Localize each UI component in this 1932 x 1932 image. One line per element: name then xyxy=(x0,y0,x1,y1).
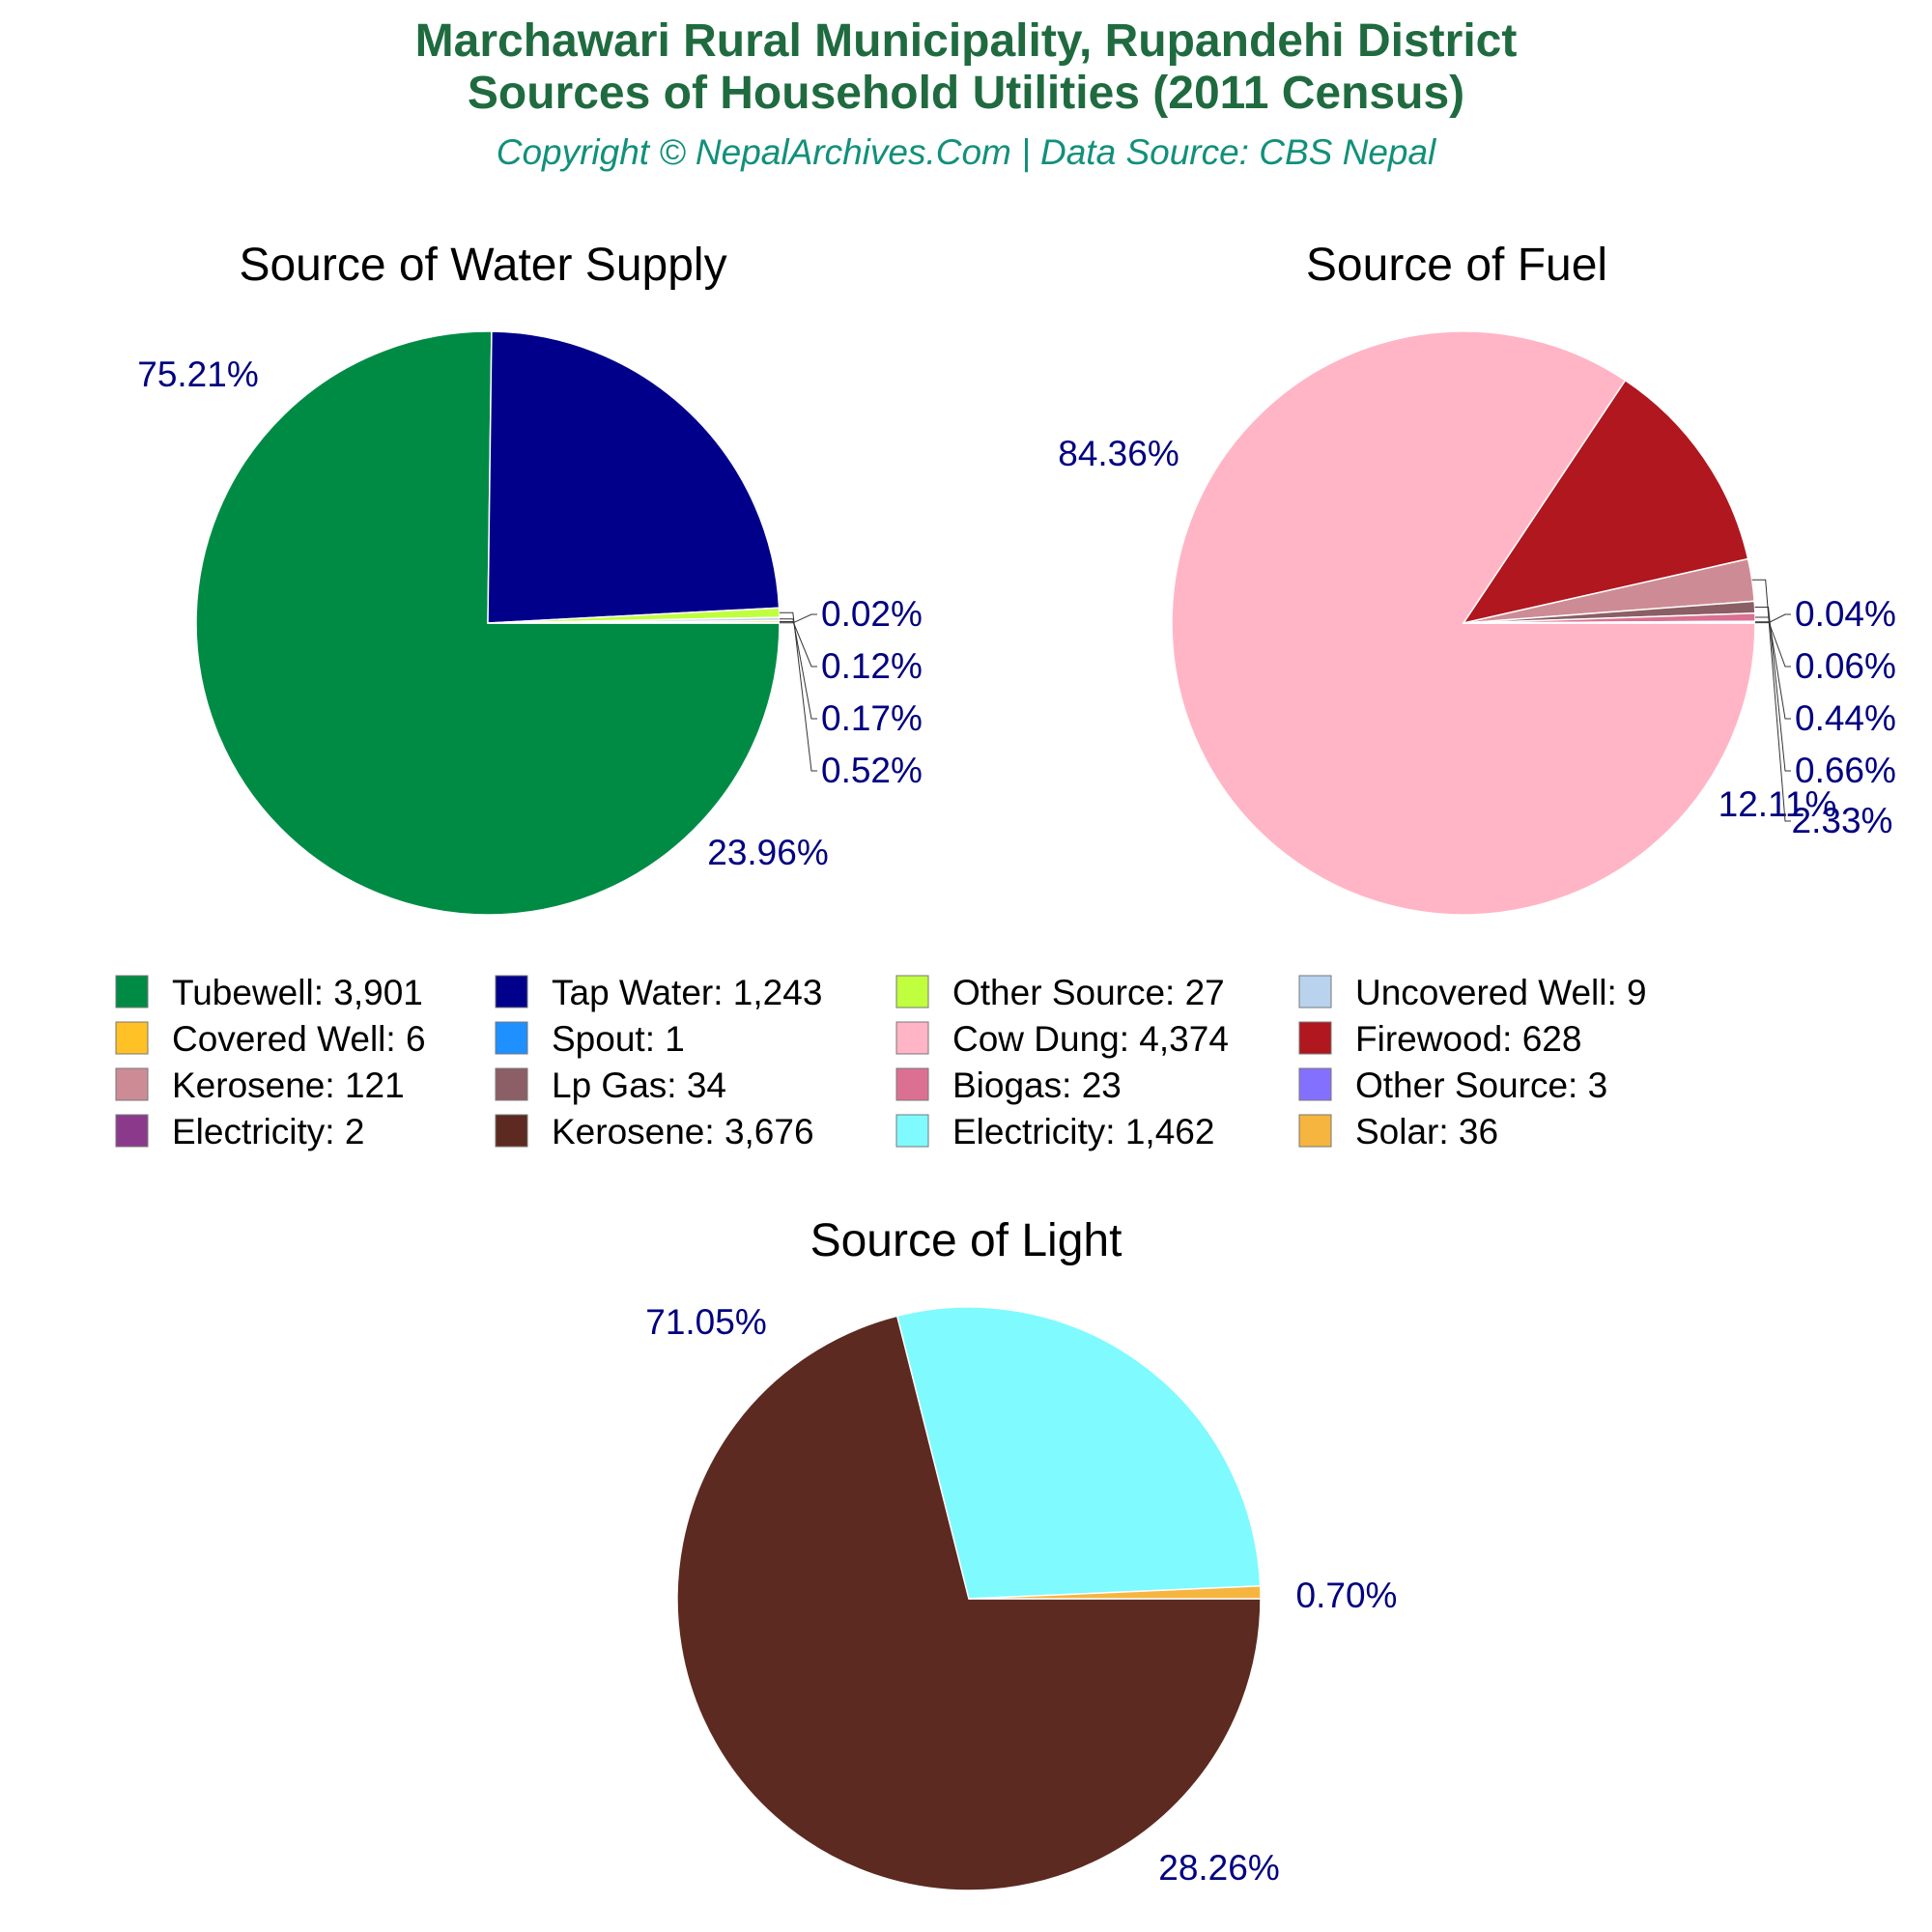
legend-label-6: Spout: 1 xyxy=(552,1019,685,1059)
pie-fuel-label-6: 0.06% xyxy=(1795,646,1896,686)
pie-water-supply: Source of Water Supply 75.21% 23.96% 0.52%… xyxy=(137,240,923,916)
legend-swatch-7 xyxy=(895,1021,929,1055)
pie-fuel: Source of Fuel 84.36% 12.11%2.33% 0.66% 0.4… xyxy=(1058,240,1896,916)
legend-label-14: Kerosene: 3,676 xyxy=(552,1112,814,1151)
legend: Tubewell: 3,901 Tap Water: 1,243 Other Sou… xyxy=(115,973,1647,1151)
legend-label-8: Firewood: 628 xyxy=(1355,1019,1581,1059)
pie-light-label-2: 28.26% xyxy=(1158,1848,1280,1888)
pie-water-supply-label-1: 75.21% xyxy=(137,355,259,394)
legend-swatch-16 xyxy=(1298,1114,1332,1148)
pie-light-slice-2 xyxy=(895,1306,1262,1600)
legend-swatch-3 xyxy=(895,975,929,1009)
pie-fuel-label-7: 0.04% xyxy=(1795,594,1896,634)
legend-swatch-9 xyxy=(115,1067,149,1101)
pie-light-label-1: 71.05% xyxy=(645,1302,767,1342)
pie-water-supply-leader-4 xyxy=(780,618,817,720)
pie-fuel-leader-4 xyxy=(1754,607,1791,772)
legend-label-5: Covered Well: 6 xyxy=(172,1019,426,1059)
pie-fuel-slice-2 xyxy=(1462,379,1749,625)
legend-label-12: Other Source: 3 xyxy=(1355,1065,1607,1105)
pie-light-slice-3 xyxy=(968,1585,1262,1600)
pie-fuel-title: Source of Fuel xyxy=(1306,240,1607,291)
legend-swatch-4 xyxy=(1298,975,1332,1009)
pie-water-supply-slice-2 xyxy=(487,330,781,624)
pie-water-supply-leader-3 xyxy=(779,611,817,772)
legend-swatch-5 xyxy=(115,1021,149,1055)
legend-label-7: Cow Dung: 4,374 xyxy=(952,1019,1229,1059)
legend-label-16: Solar: 36 xyxy=(1355,1112,1498,1151)
pie-fuel-label-3: 2.33% xyxy=(1792,801,1893,840)
chart-subtitle: Copyright © NepalArchives.Com | Data Sou… xyxy=(497,132,1437,172)
legend-swatch-10 xyxy=(495,1067,528,1101)
pie-fuel-label-5: 0.44% xyxy=(1795,698,1896,738)
pie-water-supply-label-5: 0.12% xyxy=(821,646,923,686)
legend-label-11: Biogas: 23 xyxy=(952,1065,1122,1105)
pie-water-supply-leader-6 xyxy=(780,613,817,624)
pie-fuel-leader-5 xyxy=(1754,616,1791,720)
pie-light-label-3: 0.70% xyxy=(1296,1576,1398,1615)
pie-light-slice-1 xyxy=(676,1315,1262,1891)
pie-light: Source of Light 71.05% 28.26% 0.70% xyxy=(645,1215,1398,1891)
legend-swatch-15 xyxy=(895,1114,929,1148)
legend-swatch-14 xyxy=(495,1114,528,1148)
pie-fuel-leader-6 xyxy=(1755,621,1791,668)
legend-swatch-6 xyxy=(495,1021,528,1055)
pie-fuel-label-4: 0.66% xyxy=(1795,751,1896,790)
pie-water-supply-leader-5 xyxy=(780,621,817,668)
pie-water-supply-label-6: 0.02% xyxy=(821,594,923,634)
legend-label-1: Tubewell: 3,901 xyxy=(172,973,423,1012)
pie-fuel-label-1: 84.36% xyxy=(1058,434,1179,473)
legend-label-3: Other Source: 27 xyxy=(952,973,1225,1012)
legend-swatch-8 xyxy=(1298,1021,1332,1055)
legend-swatch-13 xyxy=(115,1114,149,1148)
pie-water-supply-label-3: 0.52% xyxy=(821,751,923,790)
pie-water-supply-title: Source of Water Supply xyxy=(239,240,726,291)
pie-fuel-label-2: 12.11% xyxy=(1719,784,1837,824)
pie-light-title: Source of Light xyxy=(810,1215,1122,1266)
legend-label-15: Electricity: 1,462 xyxy=(952,1112,1214,1151)
pie-fuel-leader-7 xyxy=(1755,613,1791,624)
legend-label-4: Uncovered Well: 9 xyxy=(1355,973,1647,1012)
legend-swatch-1 xyxy=(115,975,149,1009)
legend-label-2: Tap Water: 1,243 xyxy=(552,973,822,1012)
legend-label-10: Lp Gas: 34 xyxy=(552,1065,726,1105)
pie-water-supply-label-4: 0.17% xyxy=(821,698,923,738)
pie-water-supply-label-2: 23.96% xyxy=(707,833,829,872)
chart-title-line-2: Sources of Household Utilities (2011 Cen… xyxy=(468,68,1464,119)
legend-swatch-2 xyxy=(495,975,528,1009)
pie-fuel-slice-7 xyxy=(1463,621,1756,624)
legend-swatch-12 xyxy=(1298,1067,1332,1101)
legend-swatch-11 xyxy=(895,1067,929,1101)
chart-title-line-1: Marchawari Rural Municipality, Rupandehi… xyxy=(415,15,1518,67)
legend-label-9: Kerosene: 121 xyxy=(172,1065,405,1105)
pie-fuel-leader-3 xyxy=(1751,579,1791,822)
legend-label-13: Electricity: 2 xyxy=(172,1112,364,1151)
